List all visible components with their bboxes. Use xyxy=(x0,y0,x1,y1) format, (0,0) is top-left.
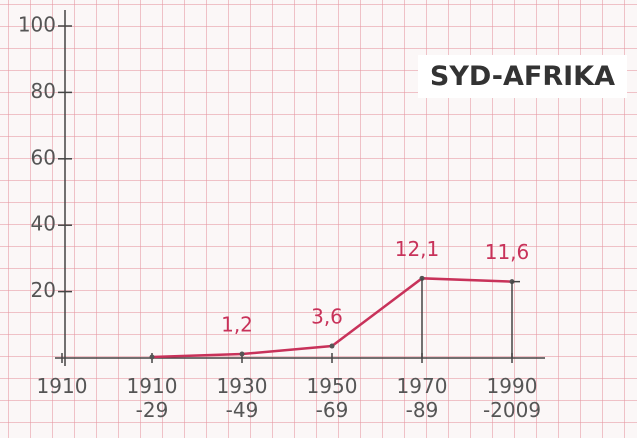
chart-title: SYD-AFRIKA xyxy=(418,55,627,98)
y-tick-label: 60 xyxy=(31,145,56,169)
y-tick-label: 40 xyxy=(31,212,56,236)
point-label: 11,6 xyxy=(485,240,530,264)
y-tick-label: 100 xyxy=(18,13,56,37)
data-point xyxy=(240,352,245,357)
x-tick-label: 1930 -49 xyxy=(197,374,287,422)
page: 20 40 60 80 100 1,2 3,6 12,1 11,6 SYD-AFRIKA 191… xyxy=(0,0,637,438)
point-label: 1,2 xyxy=(221,313,253,337)
x-tick-label: 1990 -2009 xyxy=(467,374,557,422)
x-tick-label: 1970 -89 xyxy=(377,374,467,422)
y-tick-label: 20 xyxy=(31,278,56,302)
x-tick-label: 1910 -29 xyxy=(107,374,197,422)
data-point xyxy=(330,344,335,349)
point-label: 3,6 xyxy=(311,305,343,329)
point-label: 12,1 xyxy=(395,237,440,261)
x-tick-label: 1950 -69 xyxy=(287,374,377,422)
data-point xyxy=(150,355,155,360)
x-tick-label: 1910 xyxy=(17,374,107,398)
y-tick-label: 80 xyxy=(31,79,56,103)
